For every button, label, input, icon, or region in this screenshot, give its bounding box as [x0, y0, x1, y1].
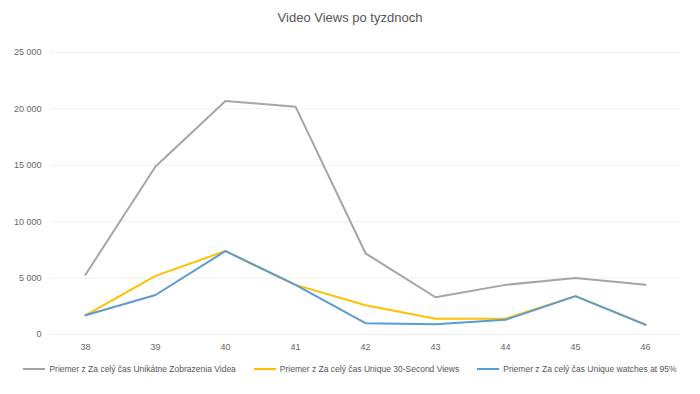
- svg-text:20 000: 20 000: [14, 104, 42, 114]
- html-text:Priemer z Za celý čas Unique 3: Priemer z Za celý čas Unique 30-Second V…: [279, 364, 460, 374]
- svg-text:40: 40: [220, 342, 230, 352]
- svg-text:45: 45: [570, 342, 580, 352]
- svg-text:42: 42: [360, 342, 370, 352]
- svg-text:38: 38: [80, 342, 90, 352]
- html-text:Priemer z Za celý čas Unique w: Priemer z Za celý čas Unique watches at …: [503, 364, 677, 374]
- svg-text:0: 0: [36, 329, 41, 339]
- svg-text:44: 44: [500, 342, 510, 352]
- svg-text:15 000: 15 000: [14, 160, 42, 170]
- html-text:Priemer z Za celý čas Unikátne: Priemer z Za celý čas Unikátne Zobrazeni…: [49, 364, 236, 374]
- svg-text:43: 43: [430, 342, 440, 352]
- svg-text:5 000: 5 000: [19, 273, 42, 283]
- svg-text:39: 39: [150, 342, 160, 352]
- svg-text:25 000: 25 000: [14, 47, 42, 57]
- svg-text:41: 41: [290, 342, 300, 352]
- svg-text:10 000: 10 000: [14, 217, 42, 227]
- html-text:Video Views po tyzdnoch: Video Views po tyzdnoch: [277, 10, 423, 25]
- svg-text:46: 46: [640, 342, 650, 352]
